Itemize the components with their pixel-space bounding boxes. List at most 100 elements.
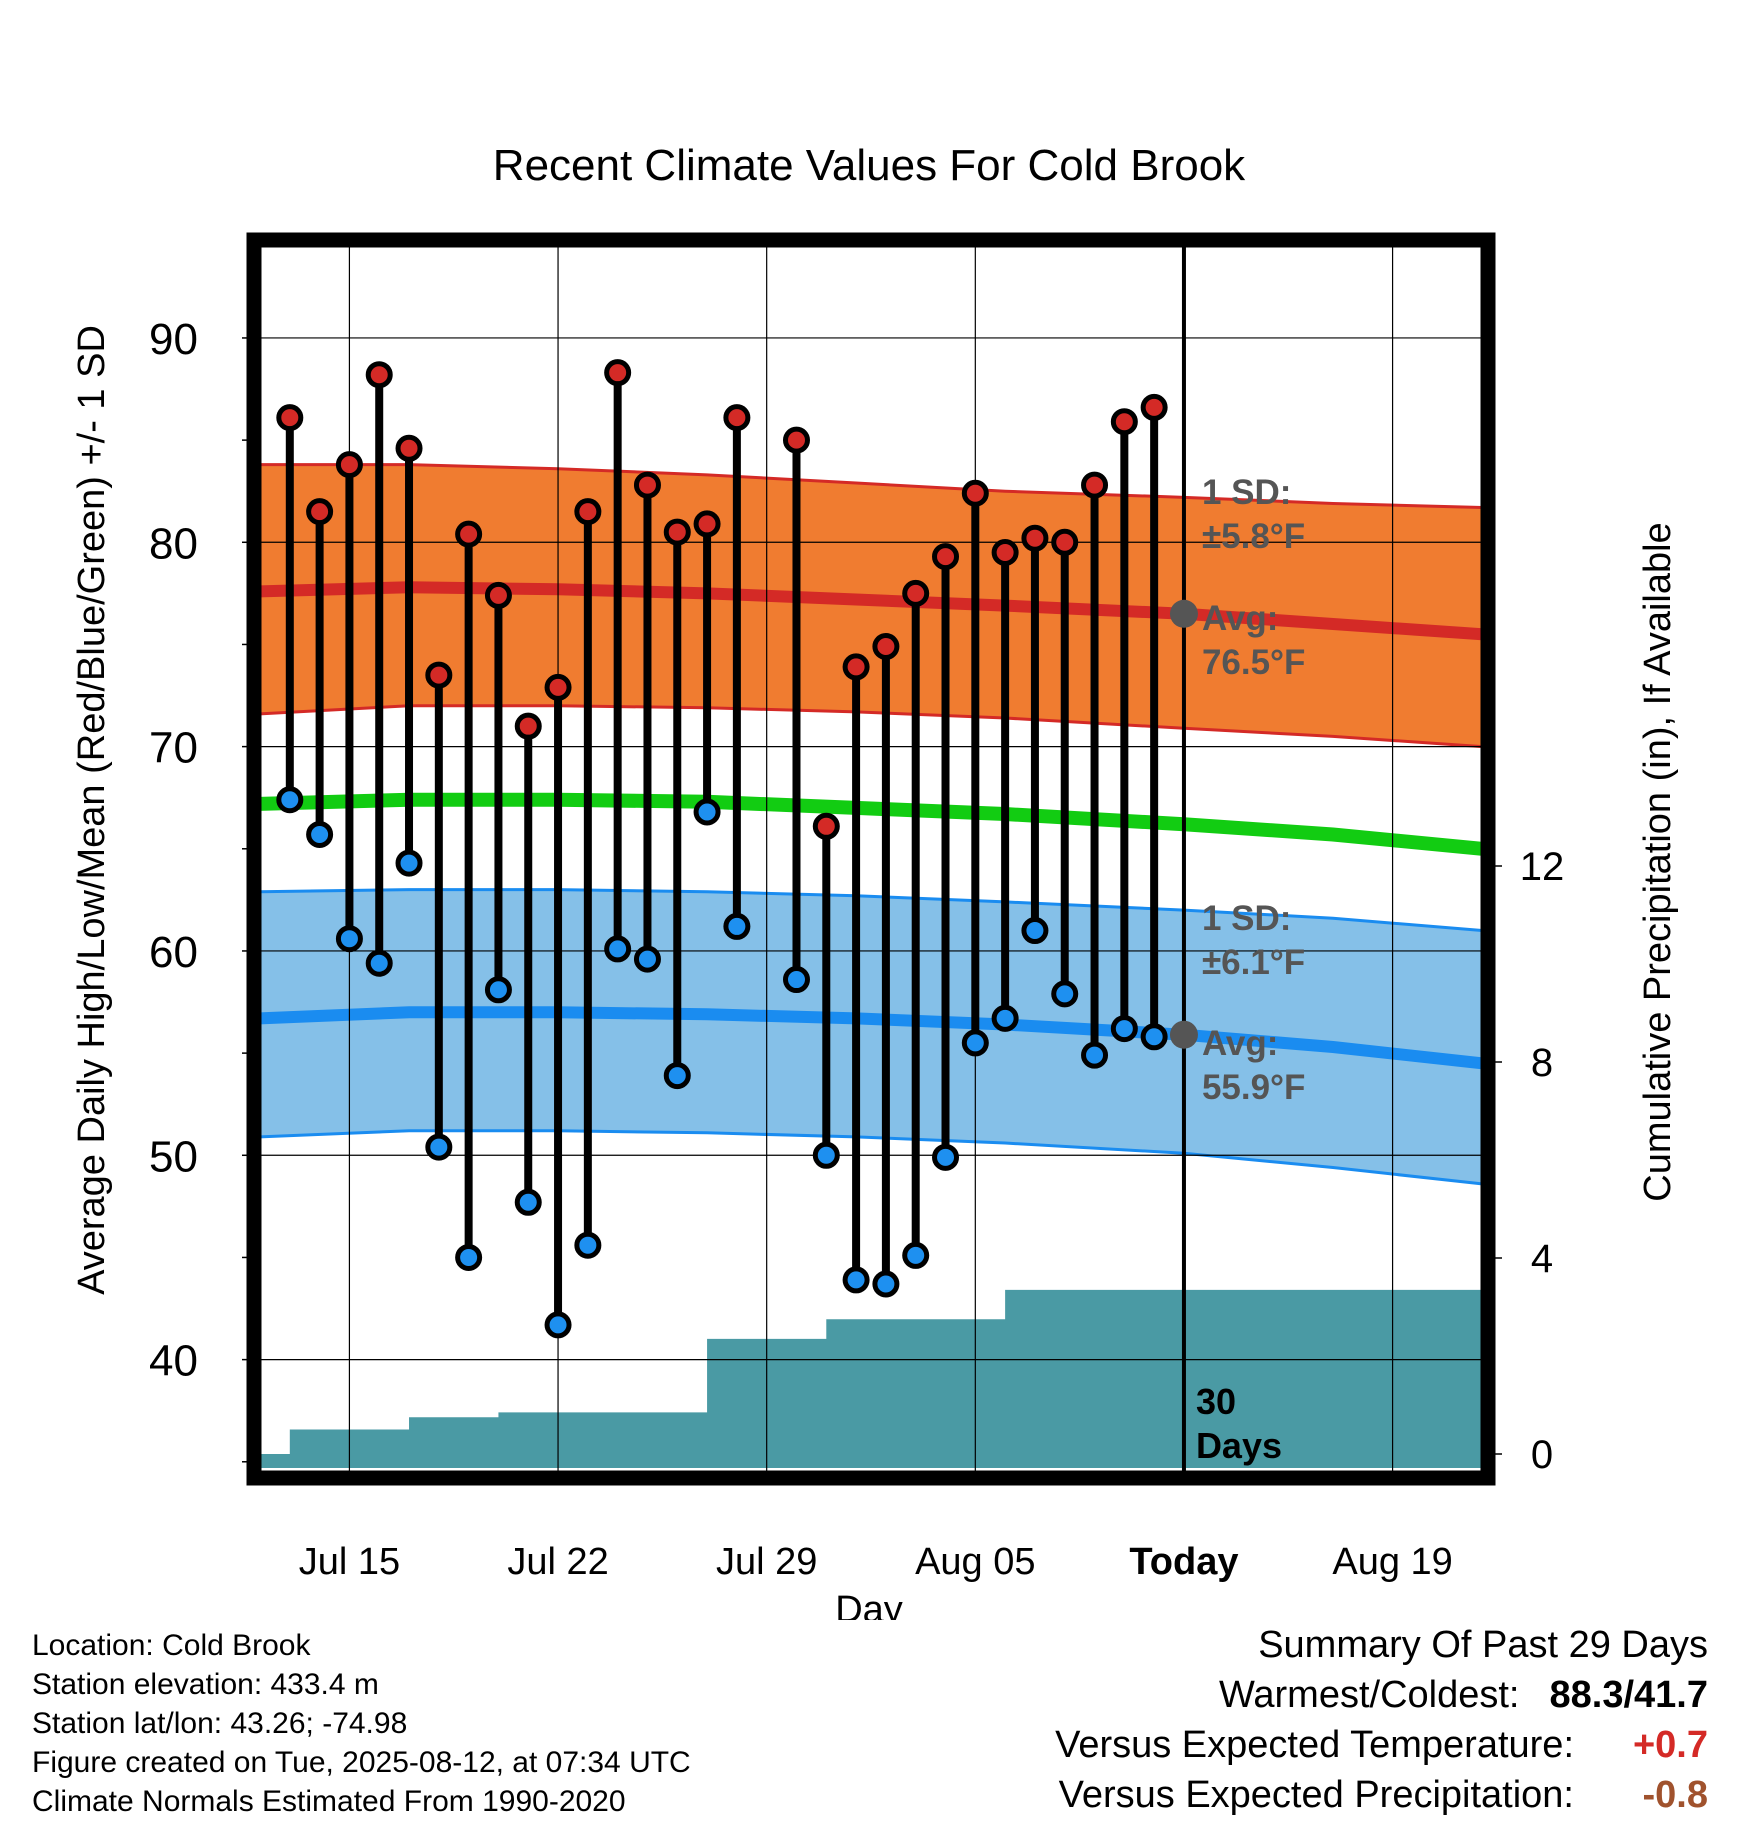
daily-high-point xyxy=(544,673,572,701)
daily-low-point xyxy=(365,949,393,977)
daily-high-point xyxy=(1051,528,1079,556)
warmest-value: 88.3 xyxy=(1549,1674,1624,1716)
created-text: Figure created on Tue, 2025-08-12, at 07… xyxy=(32,1746,691,1779)
warmest-coldest-label: Warmest/Coldest: xyxy=(1218,1674,1520,1716)
plot-area: 1 SD: ±5.8°F Avg: 76.5°F 1 SD: ±6.1°F Avg: 55.9… xyxy=(149,232,1565,1583)
daily-low-point xyxy=(872,1270,900,1298)
days-count-label: Days xyxy=(1196,1425,1282,1466)
daily-low-point xyxy=(991,1004,1019,1032)
high-avg-value: 76.5°F xyxy=(1202,643,1306,682)
value-separator: / xyxy=(1623,1674,1635,1716)
high-avg-label: Avg: xyxy=(1202,599,1278,638)
days-count-number: 30 xyxy=(1196,1381,1236,1422)
low-sd-value: ±6.1°F xyxy=(1202,943,1305,982)
daily-high-point xyxy=(514,712,542,740)
x-tick-label: Jul 22 xyxy=(507,1541,608,1583)
x-tick-label: Jul 29 xyxy=(716,1541,817,1583)
daily-high-point xyxy=(1021,524,1049,552)
high-sd-upper-line xyxy=(260,463,1483,510)
low-avg-label: Avg: xyxy=(1202,1024,1278,1063)
location-text: Location: Cold Brook xyxy=(32,1629,311,1662)
high-sd-value: ±5.8°F xyxy=(1202,517,1305,556)
daily-high-point xyxy=(395,434,423,462)
low-sd-label: 1 SD: xyxy=(1202,899,1291,938)
x-tick-label: Aug 05 xyxy=(915,1541,1035,1583)
daily-high-point xyxy=(1110,408,1138,436)
daily-high-point xyxy=(902,579,930,607)
daily-high-point xyxy=(1081,471,1109,499)
y-tick-label: 90 xyxy=(149,315,198,364)
elevation-text: Station elevation: 433.4 m xyxy=(32,1668,379,1701)
daily-high-point xyxy=(425,661,453,689)
daily-high-point xyxy=(723,404,751,432)
daily-low-point xyxy=(782,966,810,994)
precip-departure-value: -0.8 xyxy=(1642,1774,1708,1816)
precip-departure-label: Versus Expected Precipitation: xyxy=(1058,1774,1574,1816)
plot-frame xyxy=(246,232,1496,1486)
daily-low-point xyxy=(574,1231,602,1259)
daily-low-point xyxy=(276,786,304,814)
normals-text: Climate Normals Estimated From 1990-2020 xyxy=(32,1785,626,1818)
daily-low-point xyxy=(484,976,512,1004)
daily-high-point xyxy=(872,632,900,660)
daily-high-point xyxy=(812,812,840,840)
daily-high-point xyxy=(276,404,304,432)
y2-tick-label: 4 xyxy=(1531,1237,1553,1281)
warmest-coldest-row: Warmest/Coldest: 88.3/41.7 xyxy=(1055,1670,1708,1720)
low-sd-band xyxy=(260,889,1482,1184)
daily-high-point xyxy=(1140,393,1168,421)
summary-title: Summary Of Past 29 Days xyxy=(1258,1624,1708,1666)
daily-low-point xyxy=(812,1141,840,1169)
latlon-text: Station lat/lon: 43.26; -74.98 xyxy=(32,1707,408,1740)
daily-high-point xyxy=(782,426,810,454)
y2-tick-label: 12 xyxy=(1520,845,1565,889)
daily-low-point xyxy=(932,1143,960,1171)
warmest-coldest-value: 88.3/41.7 xyxy=(1550,1670,1709,1720)
x-tick-label: Jul 15 xyxy=(299,1541,400,1583)
daily-low-point xyxy=(425,1133,453,1161)
mean-normal-line xyxy=(259,792,1483,856)
daily-high-point xyxy=(663,518,691,546)
high-normal-line xyxy=(259,581,1483,641)
station-info: Location: Cold Brook Station elevation: … xyxy=(32,1626,691,1821)
daily-high-point xyxy=(604,359,632,387)
daily-high-point xyxy=(484,581,512,609)
daily-low-point xyxy=(514,1188,542,1216)
today-low-normal-marker xyxy=(1169,1020,1198,1049)
precip-departure-row: Versus Expected Precipitation: -0.8 xyxy=(1055,1770,1708,1820)
daily-low-point xyxy=(395,849,423,877)
daily-high-point xyxy=(991,539,1019,566)
y-tick-label: 70 xyxy=(149,724,198,773)
temp-departure-row: Versus Expected Temperature: +0.7 xyxy=(1055,1720,1708,1770)
daily-high-point xyxy=(932,543,960,571)
y-tick-label: 50 xyxy=(149,1132,198,1181)
daily-high-point xyxy=(842,653,870,681)
daily-high-point xyxy=(574,498,602,526)
daily-low-point xyxy=(633,945,661,973)
x-tick-label: Today xyxy=(1129,1541,1238,1583)
daily-low-point xyxy=(842,1266,870,1294)
daily-low-point xyxy=(1110,1015,1138,1043)
daily-low-point xyxy=(693,798,721,826)
daily-high-point xyxy=(365,361,393,389)
temp-departure-label: Versus Expected Temperature: xyxy=(1055,1724,1574,1766)
y2-tick-label: 0 xyxy=(1531,1433,1553,1477)
low-avg-value: 55.9°F xyxy=(1202,1068,1306,1107)
temp-departure-value: +0.7 xyxy=(1632,1724,1708,1766)
high-sd-label: 1 SD: xyxy=(1202,473,1291,512)
y-tick-label: 60 xyxy=(149,928,198,977)
daily-high-point xyxy=(633,471,661,499)
daily-low-point xyxy=(306,820,334,848)
cumulative-precip-area xyxy=(260,1289,1482,1468)
daily-high-point xyxy=(693,510,721,538)
daily-high-point xyxy=(335,451,363,479)
y2-tick-label: 8 xyxy=(1531,1041,1553,1085)
x-tick-label: Aug 19 xyxy=(1332,1541,1452,1583)
daily-low-point xyxy=(961,1029,989,1057)
daily-low-point xyxy=(604,935,632,963)
daily-high-point xyxy=(306,498,334,526)
x-axis-label: Day xyxy=(835,1589,903,1620)
climate-chart: Recent Climate Values For Cold Brook 1 S… xyxy=(71,141,1679,1620)
y2-axis-label: Cumulative Precipitation (in), If Availa… xyxy=(1637,522,1679,1201)
daily-low-point xyxy=(902,1241,930,1269)
